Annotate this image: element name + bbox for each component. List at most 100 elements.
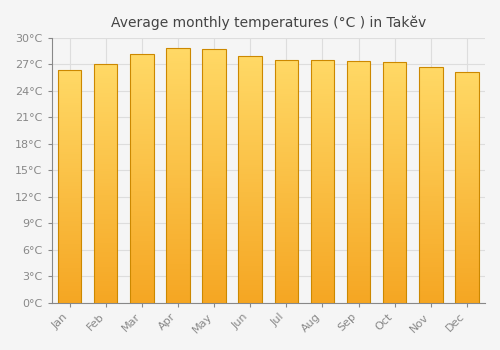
Bar	[238, 209, 262, 211]
Bar	[238, 202, 262, 204]
Bar	[455, 279, 478, 282]
Bar	[58, 261, 82, 263]
Bar	[238, 243, 262, 246]
Bar	[383, 238, 406, 240]
Bar	[455, 160, 478, 162]
Bar	[274, 74, 298, 77]
Bar	[310, 132, 334, 135]
Bar	[130, 116, 154, 119]
Bar	[94, 300, 118, 302]
Bar	[274, 91, 298, 94]
Bar	[274, 298, 298, 300]
Bar	[94, 174, 118, 176]
Bar	[419, 267, 442, 270]
Bar	[166, 292, 190, 295]
Bar	[274, 290, 298, 293]
Bar	[310, 128, 334, 130]
Bar	[94, 209, 118, 212]
Bar	[455, 157, 478, 160]
Bar	[94, 222, 118, 224]
Bar	[274, 135, 298, 138]
Bar	[383, 211, 406, 213]
Bar	[130, 131, 154, 134]
Bar	[310, 215, 334, 218]
Bar	[166, 84, 190, 86]
Bar	[383, 62, 406, 302]
Bar	[166, 81, 190, 84]
Bar	[347, 216, 370, 218]
Bar	[274, 212, 298, 215]
Bar	[347, 240, 370, 242]
Bar	[419, 208, 442, 211]
Bar	[274, 268, 298, 271]
Bar	[310, 108, 334, 111]
Bar	[94, 264, 118, 267]
Title: Average monthly temperatures (°C ) in Takĕv: Average monthly temperatures (°C ) in Ta…	[110, 15, 426, 29]
Bar	[58, 77, 82, 79]
Bar	[238, 271, 262, 273]
Bar	[94, 178, 118, 181]
Bar	[455, 109, 478, 111]
Bar	[274, 181, 298, 183]
Bar	[347, 139, 370, 141]
Bar	[383, 276, 406, 279]
Bar	[310, 137, 334, 140]
Bar	[94, 119, 118, 121]
Bar	[274, 176, 298, 179]
Bar	[455, 236, 478, 238]
Bar	[130, 62, 154, 64]
Bar	[94, 114, 118, 117]
Bar	[130, 265, 154, 268]
Bar	[455, 206, 478, 208]
Bar	[238, 56, 262, 302]
Bar	[166, 241, 190, 244]
Bar	[419, 258, 442, 260]
Bar	[130, 263, 154, 265]
Bar	[455, 180, 478, 183]
Bar	[130, 293, 154, 295]
Bar	[58, 281, 82, 284]
Bar	[202, 188, 226, 191]
Bar	[455, 250, 478, 252]
Bar	[347, 95, 370, 98]
Bar	[166, 208, 190, 211]
Bar	[419, 244, 442, 246]
Bar	[383, 144, 406, 146]
Bar	[58, 142, 82, 145]
Bar	[347, 83, 370, 85]
Bar	[274, 82, 298, 84]
Bar	[383, 274, 406, 276]
Bar	[94, 217, 118, 219]
Bar	[202, 234, 226, 237]
Bar	[166, 160, 190, 163]
Bar	[347, 88, 370, 90]
Bar	[274, 174, 298, 176]
Bar	[94, 167, 118, 169]
Bar	[455, 261, 478, 263]
Bar	[347, 209, 370, 211]
Bar	[419, 180, 442, 182]
Bar	[166, 97, 190, 99]
Bar	[130, 250, 154, 253]
Bar	[58, 112, 82, 114]
Bar	[310, 67, 334, 69]
Bar	[238, 241, 262, 243]
Bar	[238, 258, 262, 261]
Bar	[455, 254, 478, 257]
Bar	[166, 186, 190, 188]
Bar	[274, 242, 298, 244]
Bar	[238, 226, 262, 229]
Bar	[383, 254, 406, 257]
Bar	[347, 269, 370, 271]
Bar	[419, 225, 442, 227]
Bar	[383, 134, 406, 137]
Bar	[202, 128, 226, 130]
Bar	[238, 293, 262, 295]
Bar	[166, 252, 190, 254]
Bar	[58, 105, 82, 107]
Bar	[347, 206, 370, 209]
Bar	[166, 259, 190, 262]
Bar	[166, 287, 190, 290]
Bar	[347, 245, 370, 247]
Bar	[166, 206, 190, 209]
